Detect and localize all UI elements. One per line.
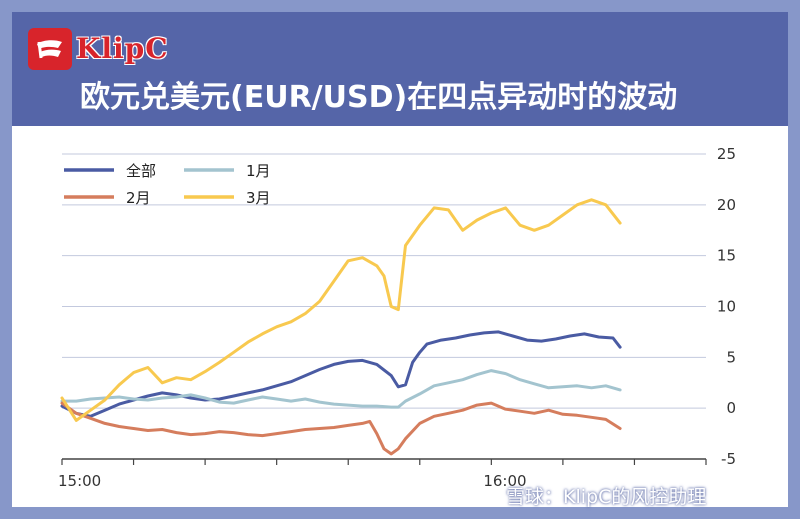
y-axis-ticks: -5 0 5 10 15 20 25 (717, 145, 736, 468)
legend-label: 1月 (246, 162, 271, 180)
series-line-1 (60, 369, 622, 409)
x-axis: 15:00 16:00 (58, 458, 707, 490)
klipc-logo-icon (28, 28, 72, 70)
x-tick-label: 15:00 (58, 472, 101, 490)
header-banner: KlipC 欧元兑美元(EUR/USD)在四点异动时的波动 (12, 12, 788, 126)
chart-panel: -5 0 5 10 15 20 25 15:00 16:00 全部 1月 2月 3月 (12, 126, 788, 507)
series-line-0 (60, 330, 622, 418)
y-tick-label: 5 (726, 348, 736, 366)
chart-legend: 全部 1月 2月 3月 (64, 162, 271, 207)
y-tick-label: 20 (717, 196, 736, 214)
series-line-2 (60, 401, 622, 456)
legend-label: 全部 (126, 162, 156, 180)
legend-label: 2月 (126, 189, 151, 207)
y-tick-label: -5 (721, 450, 736, 468)
series-lines (60, 198, 622, 456)
chart-grid (62, 153, 706, 460)
series-line-3 (60, 198, 622, 422)
y-tick-label: 15 (717, 247, 736, 265)
y-tick-label: 0 (726, 399, 736, 417)
line-chart: -5 0 5 10 15 20 25 15:00 16:00 全部 1月 2月 3月 (58, 145, 736, 490)
watermark-text: 雪球：KlipC的风控助理 (506, 486, 707, 508)
brand-name: KlipC (76, 32, 169, 65)
legend-label: 3月 (246, 189, 271, 207)
x-tick-label: 16:00 (483, 472, 526, 490)
y-tick-label: 25 (717, 145, 736, 163)
y-tick-label: 10 (717, 298, 736, 316)
page-title: 欧元兑美元(EUR/USD)在四点异动时的波动 (80, 80, 678, 115)
